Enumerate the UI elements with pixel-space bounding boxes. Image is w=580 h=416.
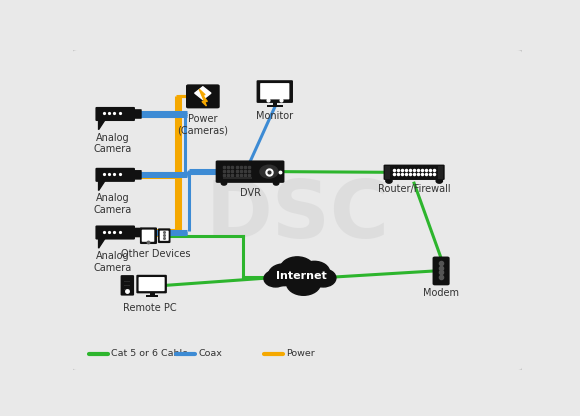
Text: Router/Firewall: Router/Firewall bbox=[378, 184, 451, 194]
Text: Analog
Camera: Analog Camera bbox=[94, 133, 132, 154]
Bar bbox=[124, 285, 130, 286]
FancyBboxPatch shape bbox=[158, 228, 171, 243]
Bar bbox=[124, 281, 130, 282]
Polygon shape bbox=[200, 89, 208, 106]
FancyBboxPatch shape bbox=[260, 83, 289, 99]
FancyBboxPatch shape bbox=[186, 84, 220, 109]
Text: Monitor: Monitor bbox=[256, 111, 293, 121]
Text: Coax: Coax bbox=[199, 349, 223, 358]
FancyBboxPatch shape bbox=[140, 228, 157, 244]
FancyBboxPatch shape bbox=[121, 275, 134, 296]
Polygon shape bbox=[195, 93, 211, 99]
Circle shape bbox=[287, 271, 321, 295]
Circle shape bbox=[264, 270, 287, 287]
Circle shape bbox=[222, 181, 227, 185]
Polygon shape bbox=[99, 120, 105, 130]
FancyBboxPatch shape bbox=[142, 230, 154, 242]
Bar bbox=[223, 177, 252, 179]
Polygon shape bbox=[195, 87, 211, 93]
FancyBboxPatch shape bbox=[71, 49, 523, 371]
Text: Cat 5 or 6 Cable: Cat 5 or 6 Cable bbox=[111, 349, 188, 358]
FancyBboxPatch shape bbox=[383, 165, 445, 180]
Text: Power
(Cameras): Power (Cameras) bbox=[177, 114, 229, 136]
Bar bbox=[267, 105, 283, 107]
Polygon shape bbox=[99, 239, 105, 248]
Circle shape bbox=[311, 269, 336, 287]
Text: DSC: DSC bbox=[205, 178, 389, 255]
Bar bbox=[124, 289, 130, 290]
Circle shape bbox=[273, 181, 279, 185]
FancyBboxPatch shape bbox=[132, 228, 142, 237]
Bar bbox=[273, 102, 277, 106]
Text: Remote PC: Remote PC bbox=[123, 303, 177, 313]
Circle shape bbox=[436, 179, 443, 183]
FancyBboxPatch shape bbox=[96, 107, 135, 121]
Circle shape bbox=[269, 264, 299, 286]
Bar bbox=[150, 292, 155, 296]
FancyBboxPatch shape bbox=[433, 257, 450, 285]
FancyBboxPatch shape bbox=[132, 109, 142, 119]
Circle shape bbox=[299, 261, 329, 283]
Bar bbox=[146, 295, 158, 297]
FancyBboxPatch shape bbox=[136, 275, 167, 293]
Text: Analog
Camera: Analog Camera bbox=[94, 251, 132, 272]
Text: Power: Power bbox=[287, 349, 315, 358]
Text: Modem: Modem bbox=[423, 288, 459, 298]
FancyBboxPatch shape bbox=[132, 170, 142, 180]
Bar bbox=[385, 166, 390, 179]
FancyBboxPatch shape bbox=[160, 230, 169, 241]
FancyBboxPatch shape bbox=[216, 161, 284, 183]
FancyBboxPatch shape bbox=[96, 225, 135, 240]
Text: Analog
Camera: Analog Camera bbox=[94, 193, 132, 215]
Circle shape bbox=[280, 257, 314, 281]
Circle shape bbox=[386, 179, 392, 183]
Text: Internet: Internet bbox=[276, 271, 327, 281]
Text: DVR: DVR bbox=[240, 188, 260, 198]
Circle shape bbox=[260, 165, 278, 178]
FancyBboxPatch shape bbox=[256, 80, 293, 103]
FancyBboxPatch shape bbox=[96, 168, 135, 182]
Text: Other Devices: Other Devices bbox=[121, 248, 190, 258]
Polygon shape bbox=[99, 181, 105, 191]
FancyBboxPatch shape bbox=[139, 277, 165, 291]
Bar bbox=[438, 166, 443, 179]
